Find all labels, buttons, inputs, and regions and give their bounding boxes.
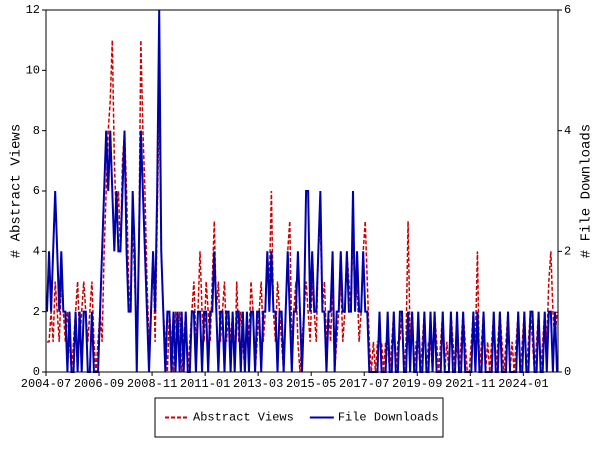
y-tick-label: 8 — [33, 124, 40, 138]
y-tick-label: 12 — [26, 3, 40, 17]
legend-label: Abstract Views — [193, 411, 294, 425]
y-tick-label: 6 — [33, 184, 40, 198]
legend-label: File Downloads — [338, 411, 439, 425]
y2-tick-label: 4 — [564, 124, 571, 138]
y-tick-label: 2 — [33, 305, 40, 319]
x-tick-label: 2008-11 — [127, 377, 177, 391]
x-tick-label: 2019-09 — [392, 377, 442, 391]
x-tick-label: 2017-07 — [339, 377, 389, 391]
y-axis-title: # Abstract Views — [9, 124, 25, 258]
y2-axis-title: # File Downloads — [579, 124, 595, 258]
x-tick-label: 2021-11 — [445, 377, 495, 391]
y-tick-label: 0 — [33, 365, 40, 379]
x-tick-label: 2013-03 — [233, 377, 283, 391]
x-tick-label: 2011-01 — [180, 377, 230, 391]
y2-tick-label: 6 — [564, 3, 571, 17]
y-tick-label: 10 — [26, 64, 40, 78]
y-tick-label: 4 — [33, 245, 40, 259]
legend-box — [154, 397, 444, 438]
x-tick-label: 2024-01 — [498, 377, 548, 391]
x-tick-label: 2006-09 — [74, 377, 124, 391]
x-tick-label: 2015-05 — [286, 377, 336, 391]
x-tick-label: 2004-07 — [21, 377, 71, 391]
y2-tick-label: 0 — [564, 365, 571, 379]
y2-tick-label: 2 — [564, 245, 571, 259]
plot-frame — [45, 9, 559, 373]
